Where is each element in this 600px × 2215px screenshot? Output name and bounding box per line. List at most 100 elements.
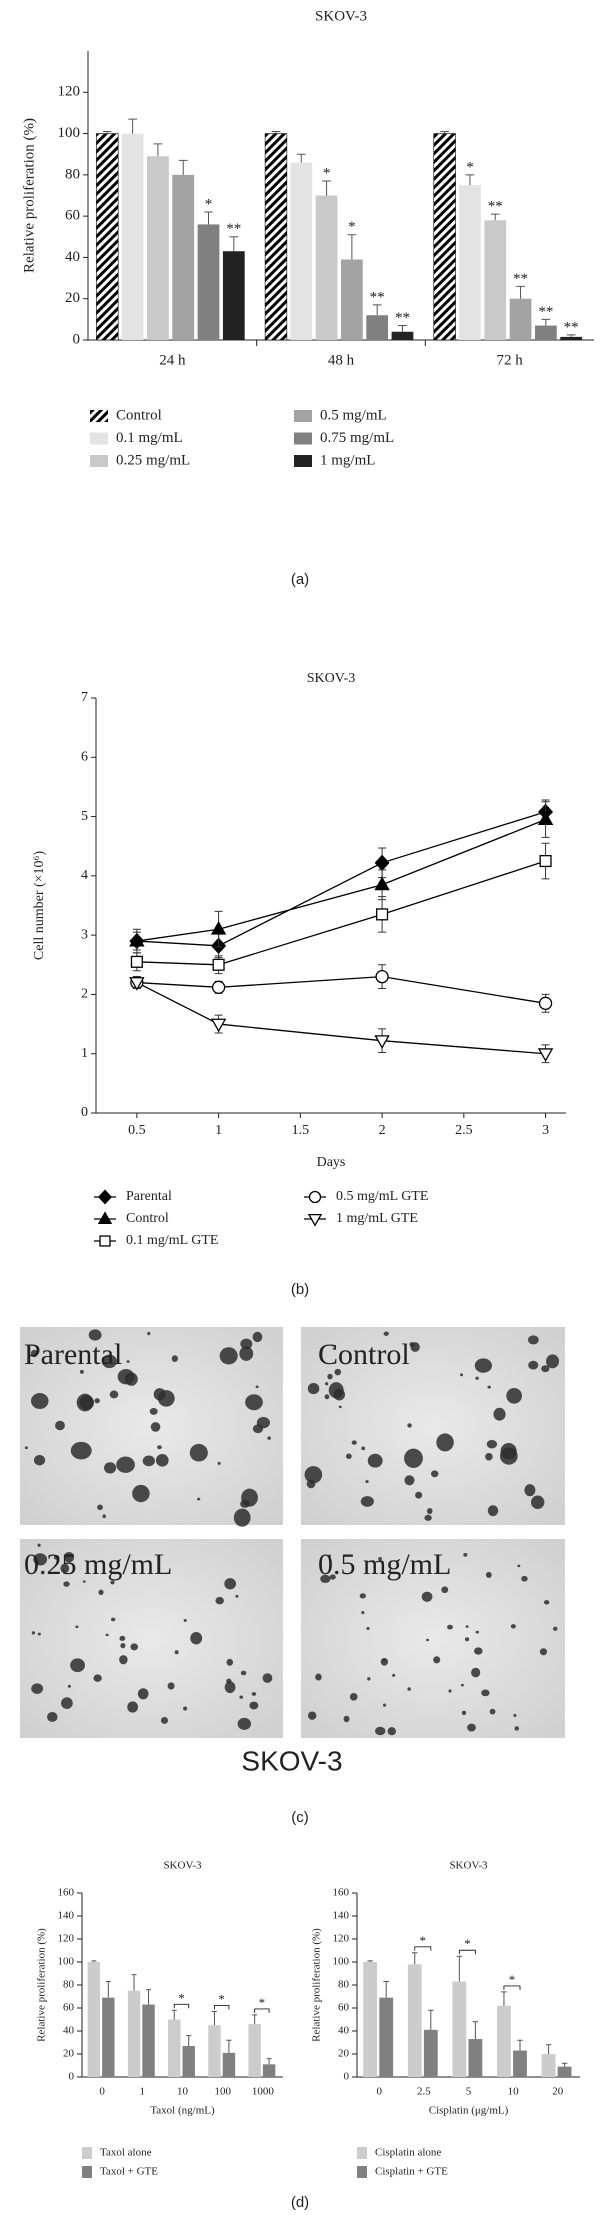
- bar: [222, 251, 245, 340]
- colony: [489, 1708, 496, 1715]
- line: [136, 975, 546, 1004]
- legend-swatch: [294, 410, 312, 422]
- bar: [341, 259, 363, 340]
- y-tick-label: 0: [344, 2071, 350, 2083]
- colony: [325, 1382, 329, 1386]
- colony: [70, 1441, 92, 1460]
- bar: [433, 133, 456, 341]
- error-bar: [266, 2058, 272, 2065]
- x-tick-label: 3: [542, 1123, 549, 1138]
- significance: *: [323, 165, 331, 181]
- bar: [168, 2019, 181, 2077]
- error-bar: [171, 2009, 177, 2020]
- error-bar: [229, 236, 239, 252]
- colony: [539, 1648, 548, 1656]
- y-tick-label: 140: [333, 1910, 350, 1922]
- colony: [500, 1442, 517, 1460]
- colony: [157, 1390, 175, 1407]
- bar: [509, 298, 532, 340]
- x-tick-label: 10: [508, 2086, 520, 2098]
- bar: [497, 2005, 511, 2077]
- colony: [380, 1658, 389, 1666]
- colony: [233, 1508, 251, 1527]
- colony: [447, 1624, 453, 1630]
- micrograph: [301, 1539, 565, 1738]
- marker: [99, 1235, 111, 1247]
- colony: [404, 1475, 415, 1486]
- y-tick-label: 20: [65, 290, 80, 306]
- colony: [448, 1689, 452, 1693]
- legend-label: Cisplatin + GTE: [375, 2166, 448, 2178]
- marker: [537, 811, 554, 825]
- y-tick-label: 0: [69, 2071, 75, 2083]
- colony: [361, 1446, 366, 1451]
- colony: [343, 1715, 350, 1723]
- colony: [190, 1631, 203, 1645]
- chart-title: SKOV-3: [449, 1860, 488, 1872]
- marker: [212, 958, 225, 971]
- colony: [67, 1684, 71, 1688]
- x-axis-label: Cisplatin (μg/mL): [429, 2105, 509, 2117]
- colony: [506, 1388, 522, 1404]
- colony: [307, 1383, 320, 1395]
- colony: [552, 1626, 558, 1631]
- colony: [120, 1642, 126, 1649]
- colony: [147, 1331, 151, 1336]
- colony: [485, 1571, 492, 1579]
- error-bar: [372, 304, 382, 316]
- x-tick-label: 1000: [252, 2086, 275, 2098]
- marker: [211, 980, 226, 994]
- error-bar: [398, 325, 407, 332]
- error-bar: [428, 2009, 434, 2030]
- colony: [383, 1703, 387, 1707]
- error-bar: [367, 1960, 373, 1962]
- colony: [224, 1578, 237, 1590]
- colony: [407, 1423, 412, 1428]
- legend-label: 0.5 mg/mL: [320, 407, 387, 423]
- y-tick-label: 160: [58, 1887, 75, 1899]
- panel-label: (b): [291, 1281, 309, 1298]
- significance: **: [226, 221, 241, 237]
- error-bar: [131, 1974, 137, 1991]
- colony: [104, 1462, 117, 1474]
- error-bar: [517, 2039, 523, 2051]
- significance: **: [538, 304, 553, 320]
- colony: [160, 1716, 169, 1724]
- colony: [239, 1346, 254, 1361]
- bar: [363, 1962, 378, 2077]
- y-tick-label: 60: [63, 2002, 75, 2014]
- colony: [367, 1677, 371, 1681]
- significance: *: [259, 1995, 266, 2010]
- line: [136, 818, 546, 942]
- error-bar: [411, 1952, 418, 1965]
- bar: [290, 162, 313, 340]
- colony: [513, 1713, 517, 1717]
- colony: [338, 1405, 342, 1409]
- x-tick-label: 20: [552, 2086, 564, 2098]
- bar: [262, 2064, 276, 2077]
- colony: [463, 1553, 468, 1557]
- colony: [267, 1436, 271, 1440]
- colony: [150, 1422, 161, 1432]
- line: [136, 811, 546, 947]
- colony: [351, 1440, 357, 1445]
- colony: [197, 1497, 201, 1501]
- y-tick-label: 0: [81, 1105, 88, 1120]
- colony: [527, 1335, 539, 1345]
- error-bar: [128, 118, 137, 134]
- x-tick-label: 0: [99, 2086, 105, 2098]
- colony: [157, 1445, 162, 1450]
- colony: [239, 1695, 244, 1699]
- legend-label: Control: [116, 407, 162, 423]
- marker: [374, 876, 390, 891]
- bar: [127, 1990, 141, 2077]
- colony: [324, 1394, 330, 1400]
- legend-label: Control: [126, 1211, 169, 1226]
- error-bar: [322, 180, 331, 196]
- colony: [31, 1683, 44, 1694]
- colony: [460, 1373, 464, 1377]
- marker: [539, 854, 552, 868]
- marker: [97, 1211, 113, 1225]
- marker: [374, 854, 390, 871]
